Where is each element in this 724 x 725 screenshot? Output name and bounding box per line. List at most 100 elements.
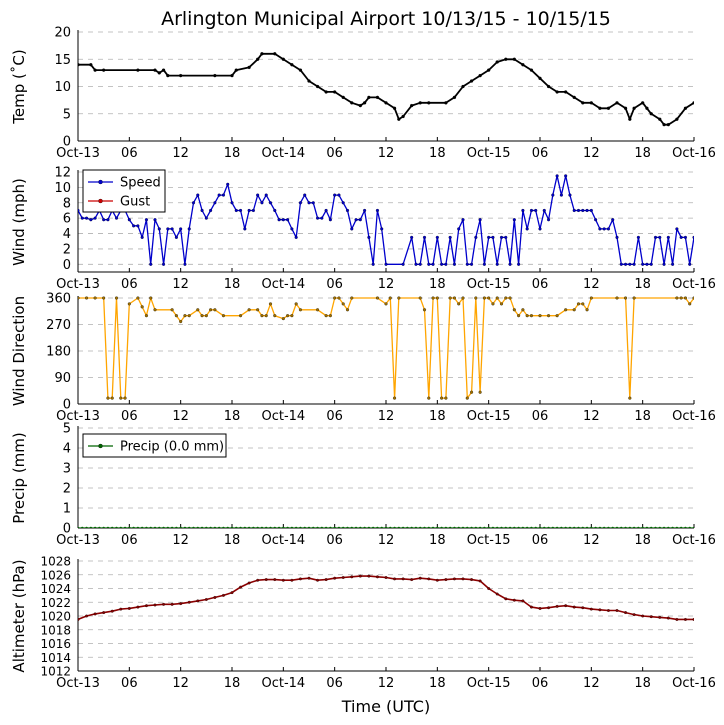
data-point (598, 106, 602, 110)
data-point (538, 76, 542, 80)
data-point (307, 526, 311, 528)
data-point (525, 227, 529, 231)
data-point (684, 526, 687, 528)
data-point (440, 262, 444, 266)
data-point (324, 526, 328, 528)
x-tick-label: Oct-13 (56, 676, 100, 691)
data-point (521, 526, 525, 528)
data-point (671, 262, 675, 266)
data-point (701, 85, 704, 88)
data-point (170, 308, 174, 312)
x-tick-label: 06 (121, 533, 138, 548)
data-point (555, 174, 559, 178)
x-tick-label: 12 (583, 533, 600, 548)
data-point (508, 262, 512, 266)
data-point (418, 101, 422, 105)
data-point (380, 227, 384, 231)
legend: Precip (0.0 mm) (82, 433, 227, 458)
data-point (230, 526, 234, 528)
data-point (316, 526, 319, 528)
data-point (102, 68, 106, 72)
data-point (162, 526, 165, 528)
data-point (465, 526, 469, 528)
data-point (316, 216, 320, 220)
data-point (649, 112, 653, 116)
data-point (149, 296, 153, 300)
data-point (299, 526, 302, 528)
data-point (418, 526, 422, 528)
x-tick-label: Oct-16 (672, 409, 716, 424)
data-point (294, 526, 298, 528)
data-point (273, 578, 277, 582)
data-point (78, 617, 80, 621)
data-point (367, 235, 371, 239)
data-point (478, 390, 482, 394)
x-tick-label: 18 (429, 676, 446, 691)
data-point (427, 262, 431, 266)
data-point (606, 227, 610, 231)
data-point (204, 216, 208, 220)
data-point (619, 262, 623, 266)
data-point (136, 296, 140, 300)
data-point (683, 235, 687, 239)
data-point (645, 262, 649, 266)
data-point (453, 526, 456, 528)
data-point (564, 526, 567, 528)
data-point (205, 526, 208, 528)
data-point (427, 577, 431, 581)
data-point (487, 526, 490, 528)
x-tick-label: 18 (634, 533, 651, 548)
data-point (615, 235, 619, 239)
data-point (213, 308, 217, 312)
x-tick-label: 06 (121, 146, 138, 161)
x-tick-label: 06 (326, 533, 343, 548)
data-point (136, 224, 140, 228)
x-tick-label: 06 (121, 676, 138, 691)
data-point (683, 296, 687, 300)
data-point (555, 526, 559, 528)
x-tick-label: 12 (583, 146, 600, 161)
data-point (298, 68, 303, 72)
data-point (136, 526, 140, 528)
data-point (499, 302, 504, 306)
data-point (461, 218, 465, 222)
chart-title: Arlington Municipal Airport 10/13/15 - 1… (161, 8, 611, 30)
data-point (679, 235, 683, 239)
y-tick-label: 1024 (40, 582, 71, 596)
data-point (200, 314, 204, 318)
data-point (93, 296, 97, 300)
data-point (307, 201, 311, 205)
data-point (286, 314, 290, 318)
data-point (512, 57, 516, 61)
data-point (247, 308, 251, 312)
data-point (234, 68, 238, 72)
data-point (196, 193, 200, 197)
data-point (153, 218, 157, 222)
data-point (140, 526, 144, 528)
data-point (427, 526, 431, 528)
y-tick-label: 0 (63, 398, 71, 413)
legend-swatch-marker (98, 179, 103, 185)
data-point (281, 57, 285, 61)
y-axis-label: Wind (mph) (10, 178, 28, 266)
data-point (298, 201, 302, 205)
data-point (140, 305, 144, 309)
data-point (213, 595, 217, 599)
data-point (461, 84, 465, 89)
data-point (128, 526, 131, 528)
x-tick-label: 12 (378, 146, 395, 161)
data-point (333, 576, 337, 580)
data-point (110, 609, 114, 613)
data-point (504, 235, 508, 239)
data-point (320, 216, 324, 220)
data-point (470, 526, 473, 528)
data-point (667, 526, 670, 528)
x-tick-label: Oct-14 (261, 146, 305, 161)
data-point (221, 593, 225, 597)
data-point (196, 308, 200, 312)
data-point (547, 526, 550, 528)
data-point (179, 320, 183, 324)
data-point (688, 302, 692, 306)
